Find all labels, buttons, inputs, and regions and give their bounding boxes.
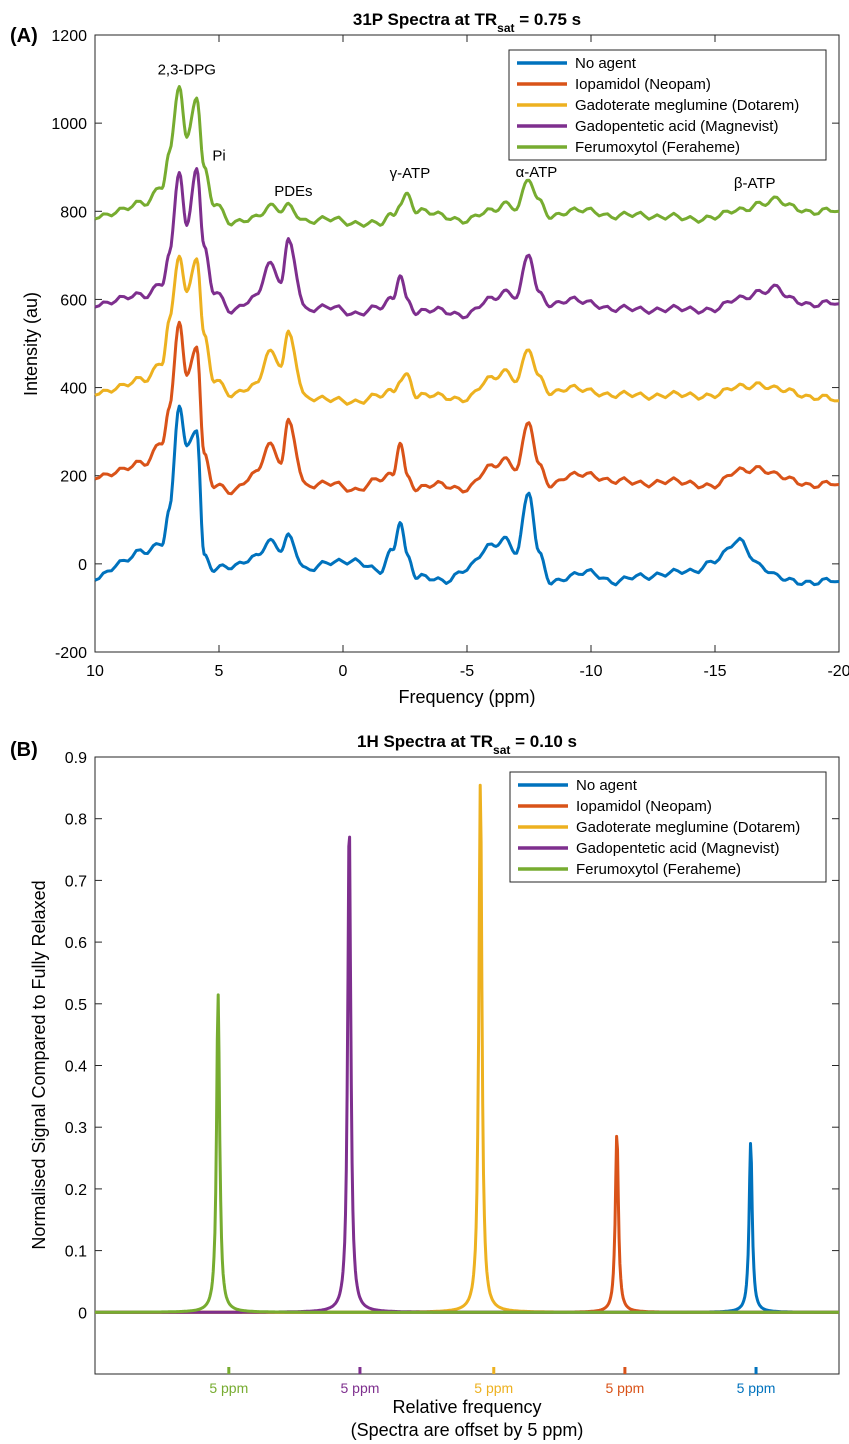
offset-label: 5 ppm	[605, 1380, 644, 1396]
y-tick-label: 0	[78, 557, 87, 574]
legend-entry: No agent	[576, 777, 638, 794]
peak-annotation: 2,3-DPG	[158, 62, 216, 79]
y-tick-label: 0.9	[65, 750, 87, 767]
x-tick-label: 0	[339, 663, 348, 680]
legend-entry: Iopamidol (Neopam)	[575, 76, 711, 93]
y-tick-label: -200	[55, 645, 87, 662]
y-tick-label: 600	[60, 292, 87, 309]
panel-a-annotations: 2,3-DPG Pi PDEs γ-ATP α-ATP β-ATP	[158, 62, 776, 200]
panel-b: (B) 1H Spectra at TRsat = 0.10 s 0 0.1 0.2…	[10, 732, 840, 1440]
y-tick-label: 400	[60, 381, 87, 398]
panel-a-y-label: Intensity (au)	[21, 292, 41, 396]
x-tick-label: -20	[827, 663, 849, 680]
y-tick-label: 0.5	[65, 997, 87, 1014]
panel-a: (A) 31P Spectra at TRsat = 0.75 s -20002…	[10, 10, 849, 707]
panel-b-series	[94, 783, 840, 1314]
legend-box	[509, 771, 827, 883]
y-tick-label: 200	[60, 469, 87, 486]
panel-b-title: 1H Spectra at TRsat = 0.10 s	[357, 732, 577, 757]
y-tick-label: 1200	[51, 28, 87, 45]
y-tick-label: 0	[78, 1305, 87, 1322]
series-line	[94, 254, 840, 406]
panel-a-series	[94, 85, 840, 587]
panel-b-label: (B)	[10, 739, 38, 761]
panel-b-x-label-note: (Spectra are offset by 5 ppm)	[351, 1420, 584, 1440]
offset-label: 5 ppm	[340, 1380, 379, 1396]
peak-annotation: γ-ATP	[390, 165, 431, 182]
panel-a-x-label: Frequency (ppm)	[398, 687, 535, 707]
panel-b-offset-markers: 5 ppm 5 ppm 5 ppm 5 ppm 5 ppm	[209, 1367, 775, 1396]
panel-a-x-ticks: 10 5 0 -5 -10 -15 -20	[86, 35, 849, 680]
legend-entry: No agent	[575, 55, 637, 72]
panel-b-x-label: Relative frequency	[392, 1397, 541, 1417]
offset-label: 5 ppm	[737, 1380, 776, 1396]
panel-a-label: (A)	[10, 25, 38, 47]
panel-a-legend: No agent Iopamidol (Neopam) Gadoterate meg…	[508, 49, 827, 161]
panel-a-title: 31P Spectra at TRsat = 0.75 s	[353, 10, 581, 35]
y-tick-label: 800	[60, 204, 87, 221]
series-line	[94, 167, 840, 320]
y-tick-label: 0.1	[65, 1244, 87, 1261]
y-tick-label: 0.3	[65, 1120, 87, 1137]
panel-b-y-ticks: 0 0.1 0.2 0.3 0.4 0.5 0.6 0.7 0.8 0.9	[65, 750, 839, 1322]
y-tick-label: 0.4	[65, 1059, 87, 1076]
peak-annotation: PDEs	[274, 183, 312, 200]
y-tick-label: 0.6	[65, 935, 87, 952]
legend-entry: Iopamidol (Neopam)	[576, 798, 712, 815]
legend-entry: Ferumoxytol (Feraheme)	[575, 139, 740, 156]
panel-b-legend: No agent Iopamidol (Neopam) Gadoterate meg…	[509, 771, 827, 883]
legend-entry: Gadopentetic acid (Magnevist)	[575, 118, 778, 135]
peak-annotation: Pi	[212, 148, 225, 165]
y-tick-label: 0.7	[65, 873, 87, 890]
y-tick-label: 0.8	[65, 812, 87, 829]
series-line	[94, 320, 840, 496]
x-tick-label: -10	[579, 663, 602, 680]
x-tick-label: -5	[460, 663, 474, 680]
series-line	[94, 404, 840, 587]
x-tick-label: -15	[703, 663, 726, 680]
series-line	[94, 993, 840, 1314]
offset-label: 5 ppm	[474, 1380, 513, 1396]
peak-annotation: α-ATP	[516, 164, 558, 181]
series-line	[94, 85, 840, 228]
legend-entry: Ferumoxytol (Feraheme)	[576, 861, 741, 878]
y-tick-label: 0.2	[65, 1182, 87, 1199]
legend-entry: Gadoterate meglumine (Dotarem)	[575, 97, 799, 114]
legend-entry: Gadopentetic acid (Magnevist)	[576, 840, 779, 857]
x-tick-label: 5	[215, 663, 224, 680]
legend-entry: Gadoterate meglumine (Dotarem)	[576, 819, 800, 836]
panel-b-y-label: Normalised Signal Compared to Fully Rela…	[29, 880, 49, 1249]
offset-label: 5 ppm	[209, 1380, 248, 1396]
x-tick-label: 10	[86, 663, 104, 680]
y-tick-label: 1000	[51, 116, 87, 133]
peak-annotation: β-ATP	[734, 175, 776, 192]
